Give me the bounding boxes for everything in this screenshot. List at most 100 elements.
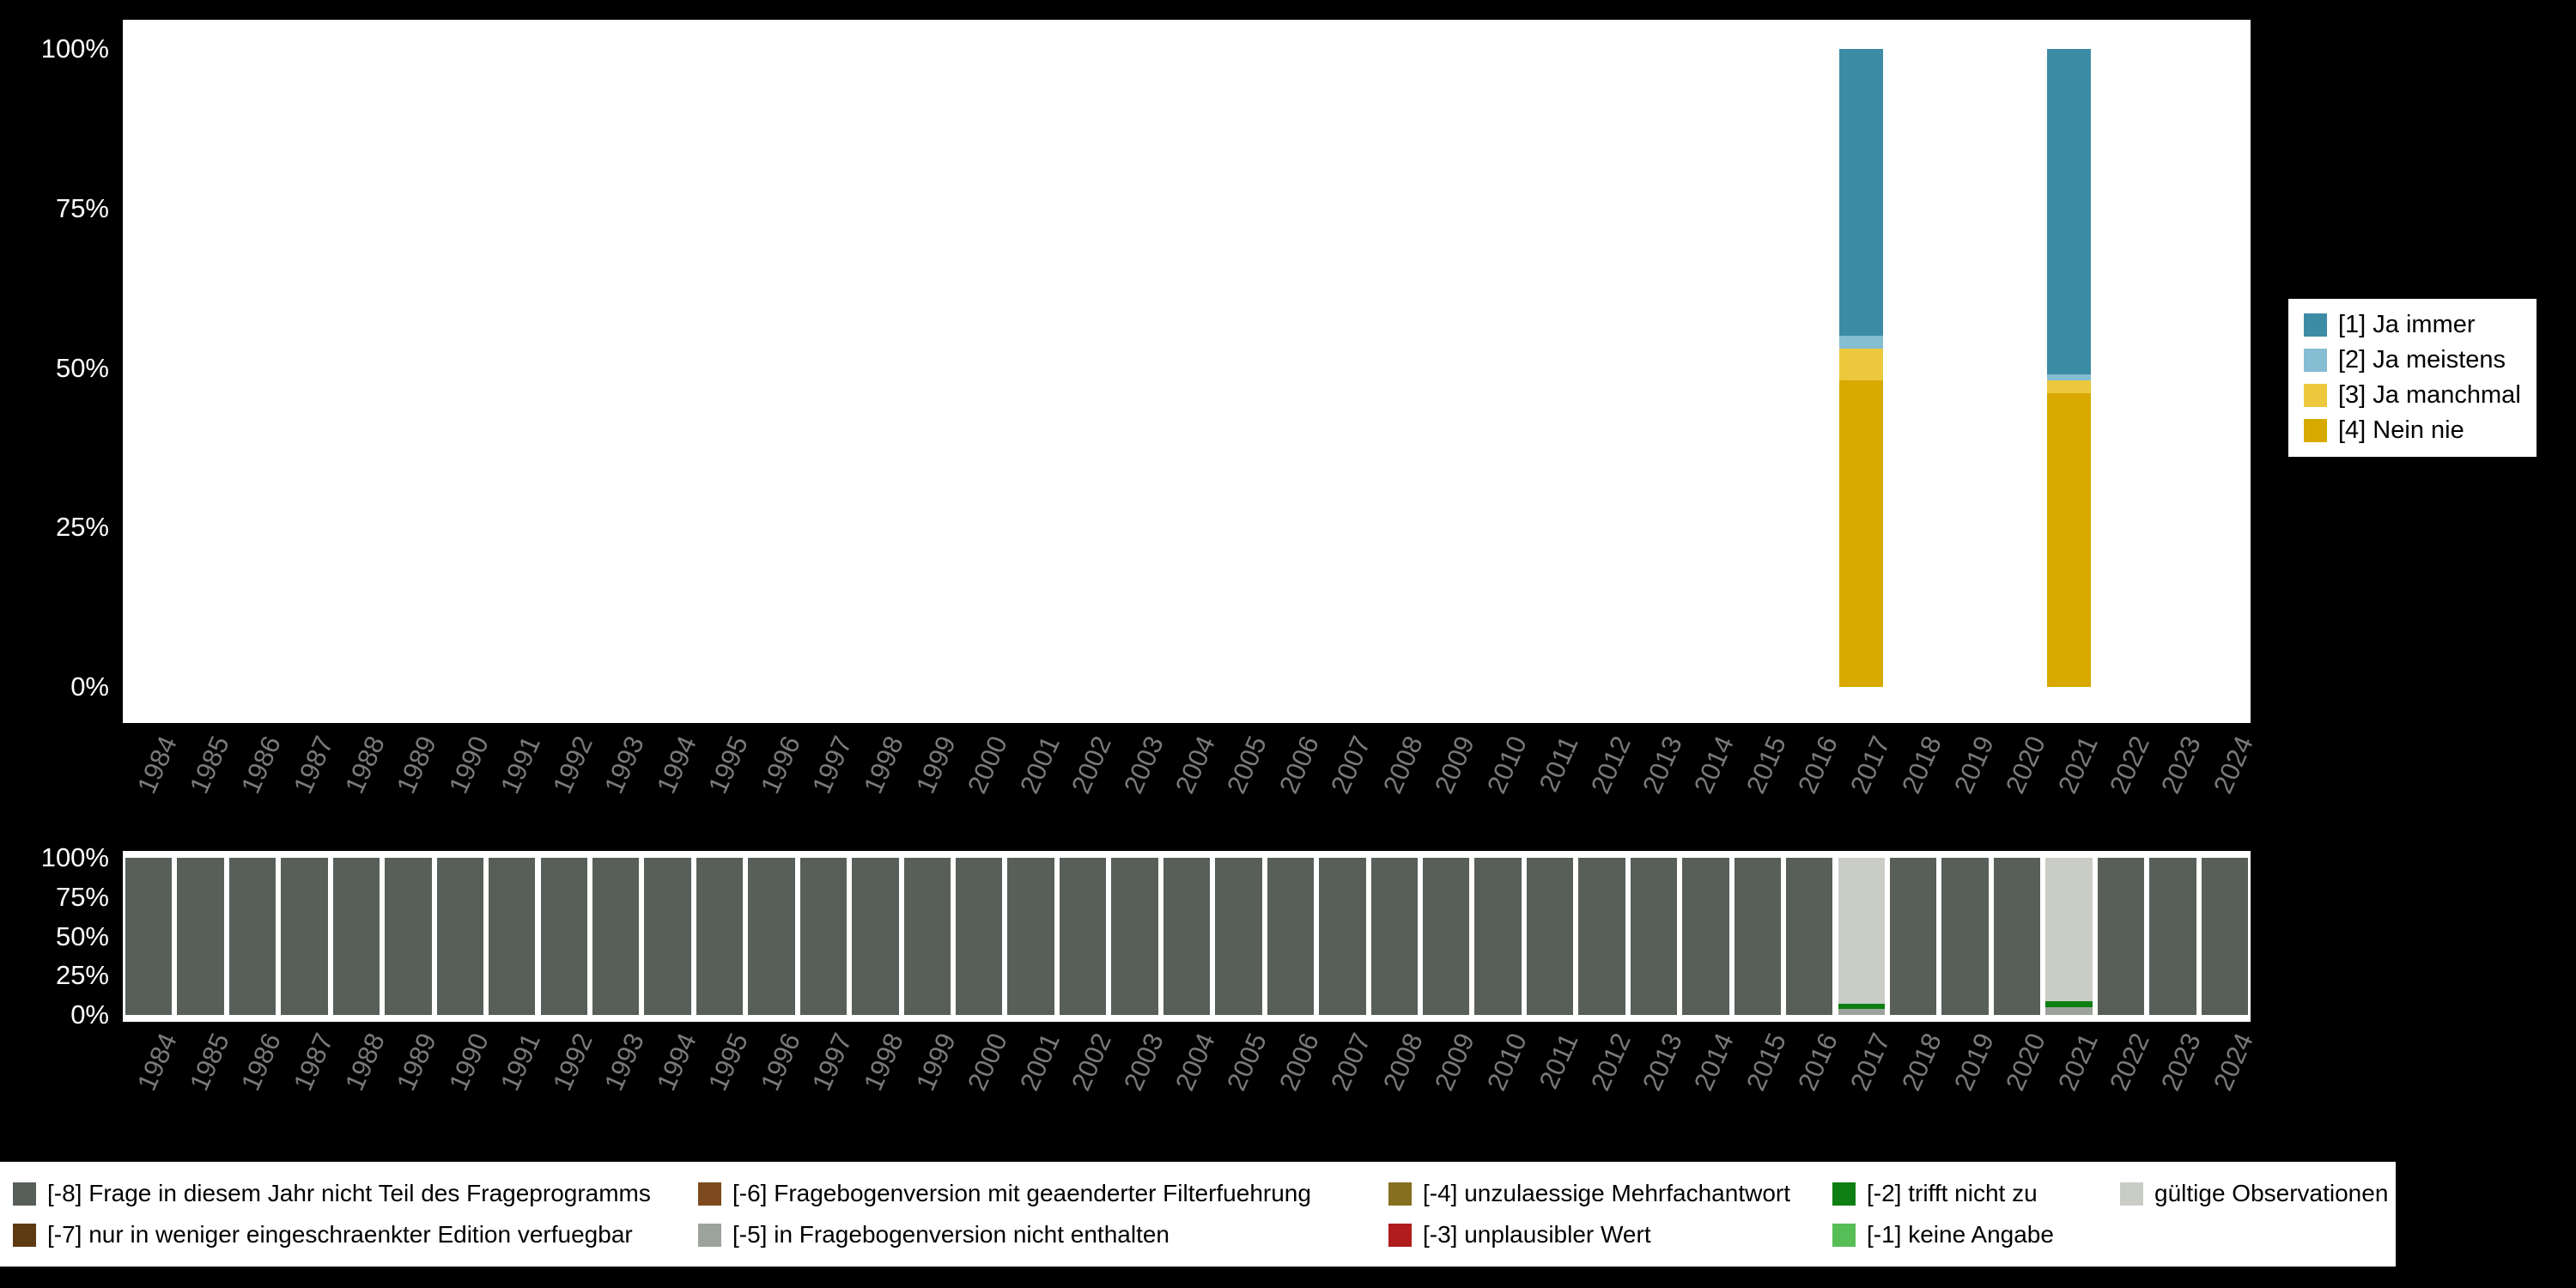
legend-label: [1] Ja immer (2338, 311, 2476, 338)
bar-segment-2001 (1007, 858, 1054, 1015)
x-axis-tick-label: 2012 (1584, 732, 1637, 799)
bar-segment-2018 (1889, 858, 1937, 1015)
bar-segment-2017 (1838, 1004, 1885, 1009)
bar-segment-2017 (1839, 380, 1884, 687)
x-axis-tick-label: 1996 (754, 1029, 806, 1096)
bar-segment-2000 (956, 858, 1003, 1015)
main-chart-plot-area (123, 20, 2251, 723)
legend-label: [-8] Frage in diesem Jahr nicht Teil des… (47, 1180, 651, 1206)
x-axis-tick-label: 2012 (1584, 1029, 1637, 1096)
bar-segment-2016 (1786, 858, 1833, 1015)
x-axis-tick-label: 2022 (2103, 732, 2155, 799)
legend-item: [2] Ja meistens (2304, 346, 2521, 374)
bar-segment-1990 (436, 858, 484, 1015)
x-axis-tick-label: 1994 (650, 732, 702, 799)
x-axis-tick-label: 1984 (131, 732, 184, 799)
bar-segment-2021 (2046, 380, 2092, 394)
main-chart-legend: [1] Ja immer [2] Ja meistens [3] Ja manchm… (2288, 299, 2537, 457)
bar-segment-2021 (2045, 858, 2093, 1001)
x-axis-tick-label: 2009 (1429, 1029, 1481, 1096)
bar-segment-1993 (592, 858, 640, 1015)
bar-segment-2006 (1267, 858, 1315, 1015)
y-axis-tick-label: 75% (55, 881, 109, 912)
legend-item: [1] Ja immer (2304, 311, 2521, 339)
legend-item: gültige Observationen (2120, 1180, 2396, 1207)
bar-segment-2008 (1370, 858, 1418, 1015)
bar-segment-2005 (1215, 858, 1262, 1015)
bar-segment-2003 (1111, 858, 1158, 1015)
bar-segment-2021 (2046, 49, 2092, 374)
x-axis-tick-label: 1993 (598, 732, 651, 799)
legend-item: [-8] Frage in diesem Jahr nicht Teil des… (13, 1180, 698, 1207)
x-axis-tick-label: 2011 (1533, 732, 1585, 797)
bar-segment-2010 (1474, 858, 1522, 1015)
bar-segment-2019 (1941, 858, 1989, 1015)
y-axis-tick-label: 50% (55, 352, 109, 383)
bar-segment-2017 (1839, 336, 1884, 349)
y-axis-tick-label: 100% (40, 842, 109, 872)
bar-segment-2017 (1839, 349, 1884, 381)
missings-chart-legend: [-8] Frage in diesem Jahr nicht Teil des… (0, 1162, 2396, 1267)
x-axis-tick-label: 1994 (650, 1029, 702, 1096)
legend-item: [-4] unzulaessige Mehrfachantwort (1388, 1180, 1832, 1207)
x-axis-tick-label: 2021 (2051, 1029, 2104, 1096)
x-axis-tick-label: 2014 (1688, 732, 1741, 799)
legend-item: [4] Nein nie (2304, 416, 2521, 445)
x-axis-tick-label: 2016 (1792, 1029, 1844, 1096)
x-axis-tick-label: 2019 (1947, 732, 2000, 799)
x-axis-tick-label: 2007 (1325, 1029, 1377, 1096)
bar-segment-2013 (1630, 858, 1678, 1015)
x-axis-tick-label: 2004 (1169, 1029, 1221, 1096)
legend-swatch-icon (1388, 1182, 1412, 1206)
x-axis-tick-label: 2017 (1844, 732, 1896, 799)
legend-item: [3] Ja manchmal (2304, 381, 2521, 410)
x-axis-tick-label: 1990 (442, 732, 495, 799)
legend-label: [-1] keine Angabe (1867, 1221, 2054, 1248)
x-axis-tick-label: 1992 (546, 1029, 598, 1096)
bar-segment-1994 (644, 858, 691, 1015)
bar-segment-2023 (2149, 858, 2196, 1015)
x-axis-tick-label: 2000 (962, 1029, 1014, 1096)
x-axis-tick-label: 2009 (1429, 732, 1481, 799)
bar-segment-1996 (748, 858, 795, 1015)
bar-segment-1989 (385, 858, 432, 1015)
x-axis-tick-label: 2005 (1221, 1029, 1273, 1096)
bar-segment-2009 (1422, 858, 1470, 1015)
legend-swatch-icon (2304, 419, 2327, 442)
x-axis-tick-label: 1988 (338, 732, 391, 799)
x-axis-tick-label: 1989 (391, 732, 443, 799)
x-axis-tick-label: 2001 (1013, 1029, 1066, 1096)
x-axis-tick-label: 2006 (1273, 732, 1325, 799)
x-axis-tick-label: 1997 (805, 1029, 858, 1096)
x-axis-tick-label: 1998 (858, 1029, 910, 1096)
bar-segment-2022 (2097, 858, 2145, 1015)
legend-swatch-icon (13, 1223, 36, 1247)
x-axis-tick-label: 1992 (546, 732, 598, 799)
x-axis-tick-label: 2001 (1013, 732, 1066, 799)
bar-segment-1991 (489, 858, 536, 1015)
legend-swatch-icon (1832, 1223, 1856, 1247)
x-axis-tick-label: 1985 (183, 732, 235, 799)
y-axis-tick-label: 100% (40, 33, 109, 64)
x-axis-tick-label: 1991 (495, 1029, 547, 1096)
x-axis-tick-label: 2021 (2051, 732, 2104, 799)
legend-label: [3] Ja manchmal (2338, 381, 2521, 409)
bar-segment-2021 (2046, 393, 2092, 687)
bar-segment-2021 (2046, 374, 2092, 381)
bar-segment-2012 (1578, 858, 1625, 1015)
legend-label: [2] Ja meistens (2338, 346, 2506, 374)
x-axis-tick-label: 1993 (598, 1029, 651, 1096)
x-axis-tick-label: 2010 (1480, 1029, 1533, 1096)
x-axis-tick-label: 2002 (1066, 1029, 1118, 1096)
legend-label: [-4] unzulaessige Mehrfachantwort (1423, 1180, 1790, 1206)
bar-segment-2011 (1526, 858, 1574, 1015)
legend-swatch-icon (13, 1182, 36, 1206)
legend-item: [-7] nur in weniger eingeschraenkter Edi… (13, 1221, 698, 1249)
x-axis-tick-label: 2003 (1117, 1029, 1170, 1096)
bar-segment-2024 (2201, 858, 2248, 1015)
legend-item: [-3] unplausibler Wert (1388, 1221, 1832, 1249)
legend-item: [-5] in Fragebogenversion nicht enthalte… (698, 1221, 1388, 1249)
x-axis-tick-label: 2000 (962, 732, 1014, 799)
bar-segment-2020 (1993, 858, 2041, 1015)
x-axis-tick-label: 2024 (2207, 1029, 2259, 1096)
